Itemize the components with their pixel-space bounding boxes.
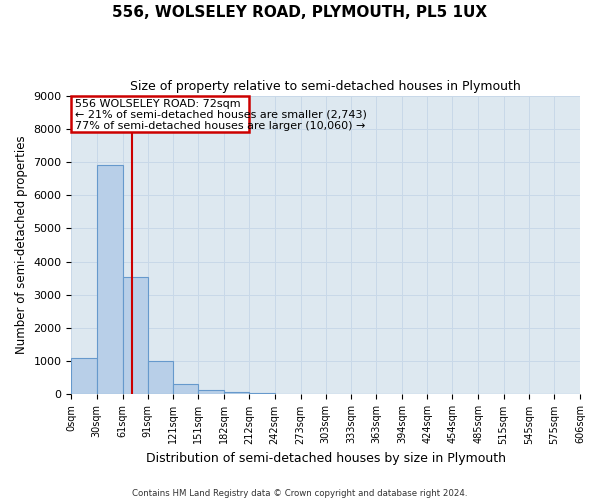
Bar xyxy=(198,390,224,394)
Bar xyxy=(224,392,250,394)
Bar xyxy=(97,166,122,394)
Bar xyxy=(148,361,173,394)
Text: 556, WOLSELEY ROAD, PLYMOUTH, PL5 1UX: 556, WOLSELEY ROAD, PLYMOUTH, PL5 1UX xyxy=(112,5,488,20)
Title: Size of property relative to semi-detached houses in Plymouth: Size of property relative to semi-detach… xyxy=(130,80,521,93)
Text: Contains HM Land Registry data © Crown copyright and database right 2024.: Contains HM Land Registry data © Crown c… xyxy=(132,488,468,498)
Bar xyxy=(173,384,198,394)
Text: 556 WOLSELEY ROAD: 72sqm: 556 WOLSELEY ROAD: 72sqm xyxy=(75,99,241,109)
Text: 77% of semi-detached houses are larger (10,060) →: 77% of semi-detached houses are larger (… xyxy=(75,121,365,131)
Bar xyxy=(122,276,148,394)
Y-axis label: Number of semi-detached properties: Number of semi-detached properties xyxy=(15,136,28,354)
Text: ← 21% of semi-detached houses are smaller (2,743): ← 21% of semi-detached houses are smalle… xyxy=(75,110,367,120)
Bar xyxy=(71,96,250,132)
X-axis label: Distribution of semi-detached houses by size in Plymouth: Distribution of semi-detached houses by … xyxy=(146,452,506,465)
Bar xyxy=(71,358,97,395)
